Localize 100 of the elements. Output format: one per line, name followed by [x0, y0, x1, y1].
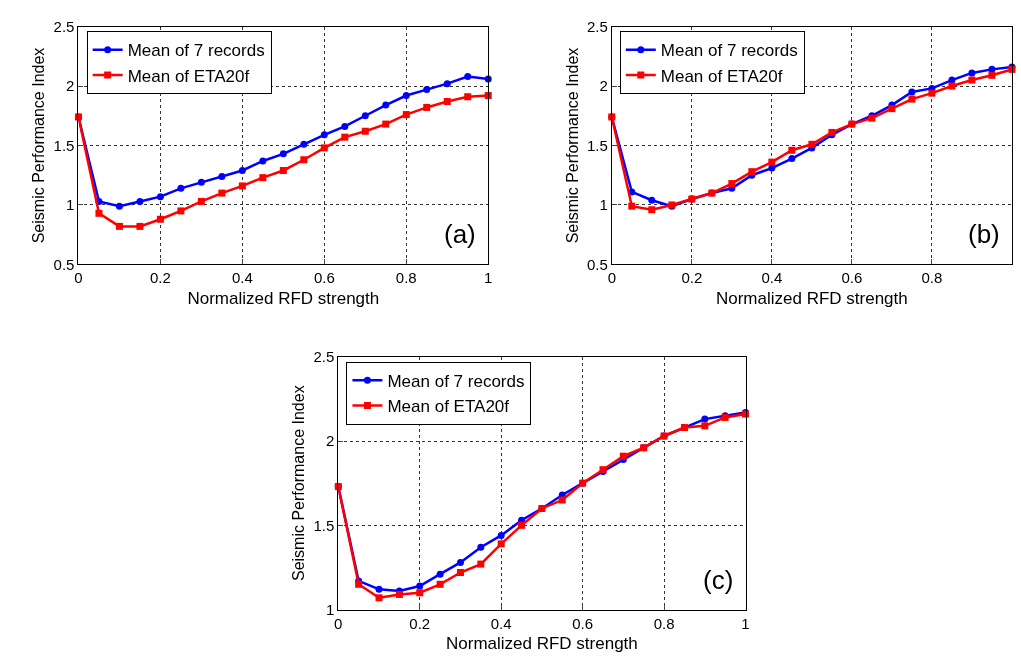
x-tick-label: 0.8 — [395, 269, 417, 287]
point — [115, 222, 123, 230]
x-tick-label: 0.4 — [761, 269, 783, 287]
point — [259, 157, 267, 165]
point — [375, 585, 383, 593]
x-tick-label: 0 — [334, 614, 343, 632]
y-tick-label: 1.5 — [313, 516, 335, 534]
point — [361, 127, 369, 135]
point — [115, 202, 123, 210]
point — [497, 540, 505, 548]
point — [423, 103, 431, 111]
y-tick-label: 1.5 — [586, 136, 608, 154]
point — [300, 140, 308, 148]
point — [436, 570, 444, 578]
point — [619, 452, 627, 460]
point — [375, 594, 383, 602]
point — [416, 589, 424, 597]
point — [456, 558, 464, 566]
x-tick-label: 0 — [607, 269, 616, 287]
x-axis-title: Normalized RFD strength — [715, 288, 908, 308]
point — [768, 158, 776, 166]
point — [416, 582, 424, 590]
point — [341, 133, 349, 141]
point — [888, 105, 896, 113]
y-tick-label: 0.5 — [586, 255, 608, 273]
point — [279, 166, 287, 174]
point — [948, 82, 956, 90]
point — [968, 76, 976, 84]
point — [177, 207, 185, 215]
annotation: (c) — [703, 565, 734, 595]
point — [908, 95, 916, 103]
point — [279, 150, 287, 158]
point — [788, 146, 796, 154]
point — [443, 80, 451, 88]
x-axis-title: Normalized RFD strength — [446, 634, 638, 653]
x-tick-label: 0.6 — [841, 269, 863, 287]
point — [968, 69, 976, 77]
point — [728, 180, 736, 188]
y-tick-label: 2 — [66, 77, 75, 95]
point — [156, 193, 164, 201]
point — [177, 184, 185, 192]
point — [218, 172, 226, 180]
x-tick-label: 0.6 — [313, 269, 335, 287]
point — [988, 71, 996, 79]
point — [497, 531, 505, 539]
point — [300, 156, 308, 164]
point — [443, 97, 451, 105]
legend-label: Mean of ETA20f — [660, 66, 783, 86]
legend-label: Mean of 7 records — [660, 41, 798, 61]
point — [238, 166, 246, 174]
point — [320, 131, 328, 139]
x-tick-label: 0.2 — [149, 269, 171, 287]
y-tick-label: 1 — [599, 196, 608, 214]
point — [197, 197, 205, 205]
point — [948, 76, 956, 84]
point — [197, 178, 205, 186]
y-axis-title: Seismic Performance Index — [563, 47, 581, 244]
point — [95, 209, 103, 217]
point — [477, 543, 485, 551]
x-tick-label: 0.8 — [921, 269, 943, 287]
point — [628, 202, 636, 210]
y-tick-label: 0.5 — [53, 255, 75, 273]
point — [341, 122, 349, 130]
point — [701, 415, 709, 423]
x-tick-label: 0.8 — [653, 614, 675, 632]
point — [259, 174, 267, 182]
point — [156, 215, 164, 223]
x-axis-title: Normalized RFD strength — [187, 288, 380, 308]
legend-label: Mean of 7 records — [127, 41, 265, 61]
point — [136, 222, 144, 230]
y-tick-label: 2.5 — [586, 17, 608, 35]
x-tick-label: 0.6 — [572, 614, 594, 632]
annotation: (b) — [968, 219, 1000, 249]
legend-label: Mean of ETA20f — [387, 397, 510, 417]
y-tick-label: 2.5 — [313, 348, 335, 365]
point — [361, 112, 369, 120]
legend-label: Mean of 7 records — [387, 371, 525, 391]
point — [218, 189, 226, 197]
y-tick-label: 2.5 — [53, 17, 75, 35]
point — [320, 144, 328, 152]
point — [456, 569, 464, 577]
y-tick-label: 2 — [325, 432, 335, 450]
point — [238, 182, 246, 190]
point — [558, 496, 566, 504]
point — [136, 197, 144, 205]
point — [788, 155, 796, 163]
point — [382, 120, 390, 128]
point — [518, 521, 526, 529]
point — [464, 73, 472, 81]
y-axis-title: Seismic Performance Index — [290, 385, 308, 581]
y-tick-label: 1 — [325, 600, 335, 618]
y-axis-title: Seismic Performance Index — [30, 47, 48, 244]
point — [701, 422, 709, 430]
x-tick-label: 0.4 — [231, 269, 253, 287]
y-tick-label: 2 — [599, 77, 608, 95]
x-tick-label: 0.4 — [490, 614, 512, 632]
point — [648, 206, 656, 214]
point — [928, 89, 936, 97]
point — [402, 111, 410, 119]
point — [808, 140, 816, 148]
